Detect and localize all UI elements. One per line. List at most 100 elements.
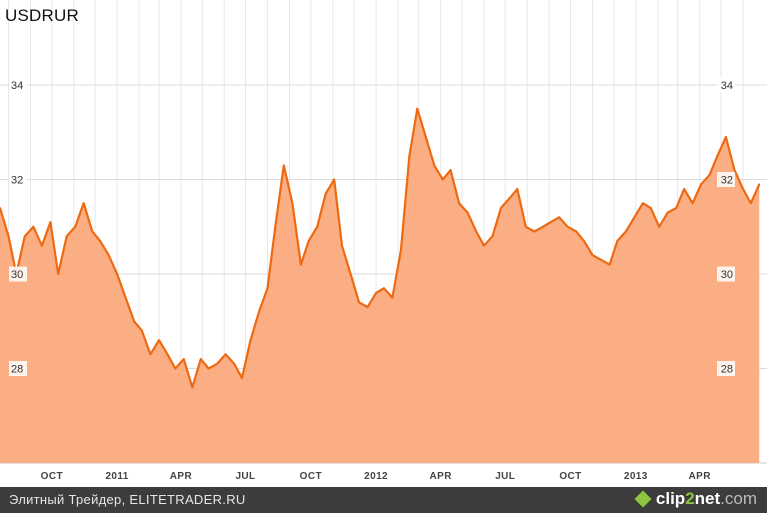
data-point (149, 353, 152, 356)
data-point (400, 249, 402, 252)
data-point (141, 329, 143, 332)
x-tick-label: APR (430, 471, 453, 482)
data-point (224, 353, 227, 356)
data-point (241, 377, 243, 379)
data-point (274, 225, 277, 228)
y-tick-label-right: 34 (717, 77, 735, 93)
footer-bar: Элитный Трейдер, ELITETRADER.RU clip2net… (0, 487, 767, 513)
data-point (466, 211, 469, 214)
y-tick-label-bg (9, 361, 27, 377)
x-tick-label: APR (170, 471, 193, 482)
chart-title: USDRUR (5, 6, 79, 25)
y-tick-label-right: 32 (717, 172, 735, 188)
data-point (575, 230, 578, 233)
data-point (107, 254, 110, 257)
x-tick-label: JUL (495, 471, 515, 482)
data-point (591, 254, 594, 257)
y-tick-label-left: 28 (9, 361, 27, 377)
data-point (483, 244, 485, 247)
data-point (199, 358, 202, 360)
data-point (216, 362, 219, 365)
data-point (49, 221, 52, 223)
x-tick-label: OCT (300, 471, 322, 482)
data-point (708, 173, 711, 176)
data-point (249, 339, 252, 342)
data-point (133, 320, 136, 323)
data-point (91, 230, 94, 233)
y-tick-label-left: 30 (9, 266, 27, 282)
y-tick-text: 30 (721, 269, 733, 281)
y-tick-text: 32 (721, 175, 733, 187)
data-point (642, 202, 644, 205)
data-point (616, 240, 619, 242)
x-tick-label: JUL (235, 471, 255, 482)
data-point (57, 273, 60, 275)
data-point (124, 296, 127, 299)
y-tick-label-left: 34 (9, 77, 27, 93)
y-tick-text: 34 (11, 80, 23, 92)
data-point (458, 202, 461, 205)
x-tick-label: APR (689, 471, 712, 482)
data-point (166, 353, 169, 356)
brand-net: net (694, 489, 721, 508)
data-point (524, 225, 527, 228)
y-tick-text: 28 (11, 364, 23, 376)
data-point (533, 230, 536, 233)
footer-caption: Элитный Трейдер, ELITETRADER.RU (9, 492, 246, 507)
data-point (408, 155, 411, 157)
y-tick-label-bg (9, 172, 27, 188)
data-point (449, 169, 452, 171)
data-point (23, 235, 26, 238)
data-point (307, 240, 310, 242)
data-point (742, 188, 744, 190)
data-point (600, 258, 602, 261)
y-tick-label-bg (717, 77, 735, 93)
x-tick-label: OCT (41, 471, 63, 482)
data-point (383, 287, 385, 290)
series-area (0, 108, 760, 463)
data-point (491, 235, 494, 238)
data-point (475, 230, 478, 233)
data-point (191, 386, 194, 389)
data-point (516, 188, 519, 190)
data-point (675, 206, 678, 209)
data-point (7, 235, 10, 238)
series-line (0, 107, 761, 389)
data-point (174, 367, 177, 370)
data-point (207, 367, 210, 370)
data-point (441, 178, 444, 181)
data-point (233, 362, 236, 365)
data-point (158, 339, 160, 342)
data-point (424, 136, 427, 138)
data-point (333, 178, 336, 181)
y-tick-label-right: 30 (717, 266, 735, 282)
brand-clip: clip (655, 489, 686, 508)
x-tick-label: 2013 (624, 471, 648, 482)
data-point (116, 273, 118, 275)
data-point (258, 310, 260, 313)
data-point (82, 202, 85, 205)
data-point (433, 164, 436, 167)
data-point (99, 240, 101, 242)
data-point (358, 301, 360, 304)
data-point (366, 306, 369, 308)
data-point (299, 263, 302, 266)
data-point (500, 206, 502, 209)
clip2net-logo[interactable]: clip2net.com (634, 489, 757, 509)
data-point (74, 225, 77, 228)
y-tick-text: 32 (11, 175, 23, 187)
data-point (541, 225, 544, 228)
data-point (666, 211, 669, 214)
data-point (558, 216, 561, 219)
data-point (341, 244, 343, 247)
data-point (700, 183, 703, 186)
data-point (624, 230, 627, 233)
x-tick-label: 2011 (105, 471, 128, 482)
data-point (758, 183, 761, 186)
data-point (658, 225, 661, 228)
data-point (416, 107, 419, 110)
y-tick-label-bg (717, 361, 735, 377)
data-point (391, 296, 394, 299)
data-point (691, 202, 694, 205)
data-point (683, 188, 685, 190)
